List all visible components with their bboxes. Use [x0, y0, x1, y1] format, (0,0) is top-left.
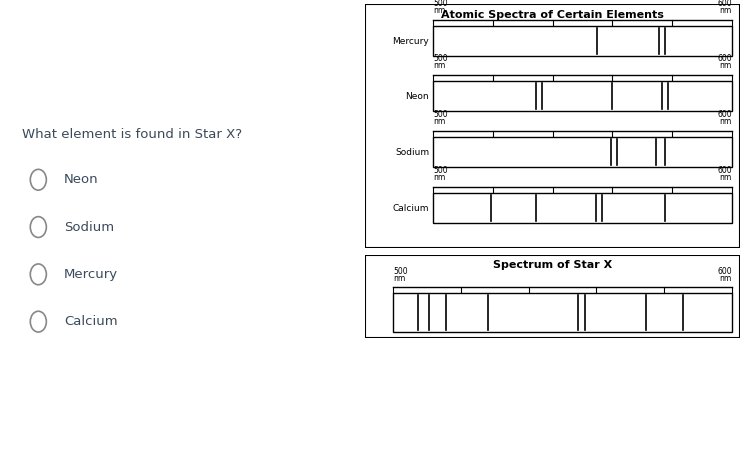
Text: nm: nm [433, 6, 445, 15]
Text: 500: 500 [393, 267, 408, 276]
Text: Calcium: Calcium [393, 203, 429, 212]
Bar [433, 137, 732, 167]
Text: 500: 500 [433, 54, 447, 63]
Text: Spectrum of Star X: Spectrum of Star X [493, 260, 612, 270]
Text: Calcium: Calcium [64, 315, 117, 328]
Text: nm: nm [720, 274, 732, 283]
Text: Mercury: Mercury [64, 268, 118, 281]
Text: 500: 500 [433, 110, 447, 119]
Text: nm: nm [720, 6, 732, 15]
Text: Atomic Spectra of Certain Elements: Atomic Spectra of Certain Elements [441, 10, 664, 20]
Text: nm: nm [393, 274, 405, 283]
Circle shape [31, 217, 46, 237]
Text: nm: nm [433, 173, 445, 182]
Circle shape [31, 311, 46, 332]
Text: 600: 600 [717, 166, 732, 175]
Text: nm: nm [433, 61, 445, 70]
Text: 600: 600 [717, 0, 732, 8]
Text: Neon: Neon [64, 173, 99, 186]
Text: Mercury: Mercury [392, 36, 429, 45]
Text: What element is found in Star X?: What element is found in Star X? [22, 128, 242, 140]
Text: Neon: Neon [405, 91, 429, 100]
Text: nm: nm [433, 117, 445, 126]
Text: 600: 600 [717, 267, 732, 276]
Bar [393, 293, 732, 332]
Text: nm: nm [720, 117, 732, 126]
Text: nm: nm [720, 173, 732, 182]
Bar [433, 81, 732, 111]
Text: Sodium: Sodium [395, 148, 429, 157]
Text: 600: 600 [717, 54, 732, 63]
Text: 500: 500 [433, 0, 447, 8]
Text: 600: 600 [717, 110, 732, 119]
Bar [433, 26, 732, 56]
Circle shape [31, 169, 46, 190]
Circle shape [31, 264, 46, 285]
Text: 500: 500 [433, 166, 447, 175]
Bar [433, 193, 732, 223]
Text: Sodium: Sodium [64, 220, 114, 234]
Text: nm: nm [720, 61, 732, 70]
